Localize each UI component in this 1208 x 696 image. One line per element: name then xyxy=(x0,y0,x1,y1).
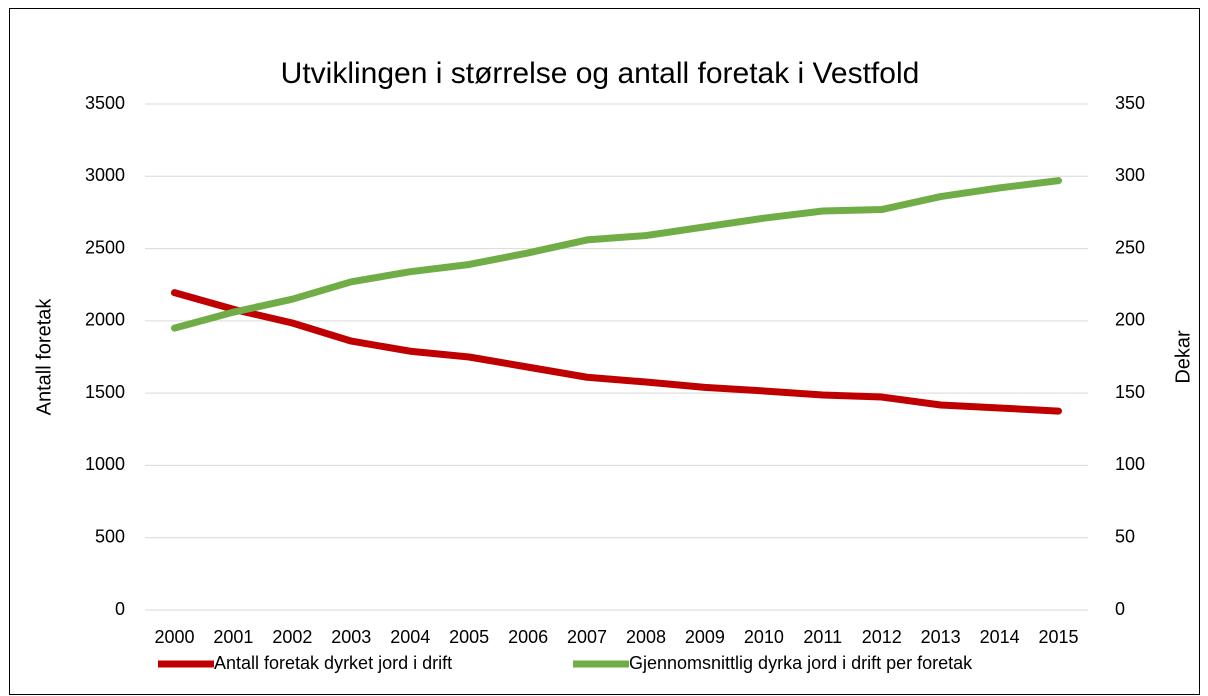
x-tick-label: 2014 xyxy=(980,627,1020,647)
y2-tick-label: 150 xyxy=(1115,382,1145,402)
x-tick-label: 2013 xyxy=(921,627,961,647)
x-tick-label: 2002 xyxy=(272,627,312,647)
x-tick-label: 2005 xyxy=(449,627,489,647)
y2-tick-label: 250 xyxy=(1115,237,1145,257)
series-line xyxy=(170,289,1063,415)
y2-tick-label: 300 xyxy=(1115,165,1145,185)
x-tick-label: 2000 xyxy=(154,627,194,647)
y2-tick-label: 200 xyxy=(1115,310,1145,330)
legend-label: Antall foretak dyrket jord i drift xyxy=(214,653,452,673)
x-tick-label: 2015 xyxy=(1039,627,1079,647)
legend-label: Gjennomsnittlig dyrka jord i drift per f… xyxy=(629,653,973,673)
y2-tick-label: 0 xyxy=(1115,599,1125,619)
y2-axis-label: Dekar xyxy=(1172,330,1194,384)
y-tick-label: 2000 xyxy=(85,310,125,330)
y-tick-label: 3500 xyxy=(85,93,125,113)
chart-title: Utviklingen i størrelse og antall foreta… xyxy=(281,57,920,90)
y-tick-label: 3000 xyxy=(85,165,125,185)
x-tick-label: 2004 xyxy=(390,627,430,647)
x-tick-label: 2012 xyxy=(862,627,902,647)
y-tick-label: 1000 xyxy=(85,454,125,474)
y-tick-label: 0 xyxy=(115,599,125,619)
x-tick-label: 2003 xyxy=(331,627,371,647)
y-tick-label: 1500 xyxy=(85,382,125,402)
x-tick-label: 2001 xyxy=(213,627,253,647)
x-tick-label: 2010 xyxy=(744,627,784,647)
x-tick-label: 2011 xyxy=(803,627,842,647)
x-tick-label: 2008 xyxy=(626,627,666,647)
chart-frame xyxy=(9,8,1200,695)
x-tick-label: 2007 xyxy=(567,627,607,647)
y-tick-label: 500 xyxy=(95,526,125,546)
y2-tick-label: 100 xyxy=(1115,454,1145,474)
y-tick-label: 2500 xyxy=(85,237,125,257)
x-tick-label: 2009 xyxy=(685,627,725,647)
y2-tick-label: 350 xyxy=(1115,93,1145,113)
y2-tick-label: 50 xyxy=(1115,526,1135,546)
y-axis-label: Antall foretak xyxy=(33,298,55,416)
series-line xyxy=(170,177,1063,332)
x-tick-label: 2006 xyxy=(508,627,548,647)
